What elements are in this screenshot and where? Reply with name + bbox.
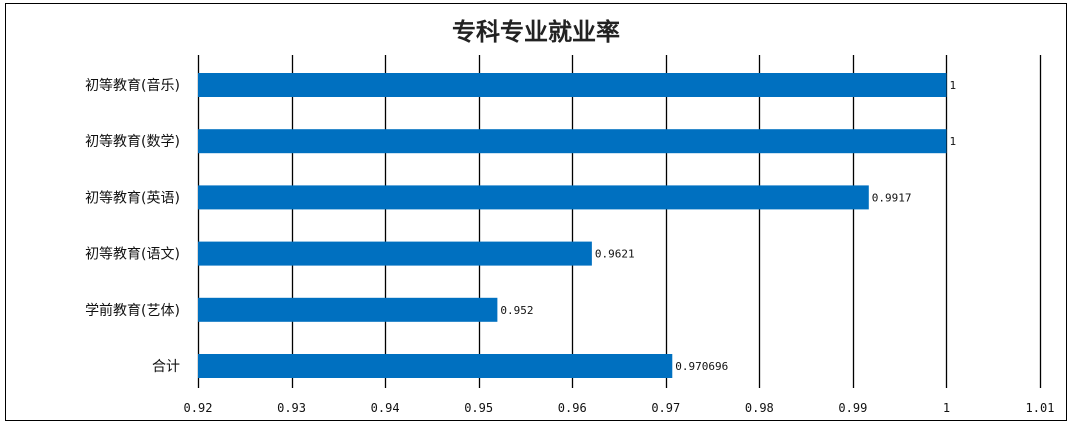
- x-tick-label-3: 0.95: [464, 401, 493, 415]
- category-label-5: 合计: [152, 359, 180, 375]
- bar-1: [198, 129, 947, 154]
- chart-frame: [5, 3, 1067, 421]
- data-label-2: 0.9917: [872, 191, 912, 204]
- data-label-4: 0.952: [500, 304, 533, 317]
- x-tick-label-5: 0.97: [651, 401, 680, 415]
- category-label-0: 初等教育(音乐): [85, 77, 180, 94]
- x-tick-label-8: 1: [943, 401, 950, 415]
- bar-3: [198, 241, 592, 266]
- x-tick-label-9: 1.01: [1026, 401, 1055, 415]
- chart-title: 专科专业就业率: [452, 17, 620, 46]
- category-label-3: 初等教育(语文): [85, 246, 180, 263]
- category-label-4: 学前教育(艺体): [85, 302, 180, 319]
- data-label-0: 1: [949, 79, 956, 92]
- bar-5: [198, 354, 673, 378]
- data-label-3: 0.9621: [595, 248, 635, 261]
- x-tick-label-1: 0.93: [277, 401, 306, 415]
- data-label-5: 0.970696: [675, 360, 728, 373]
- category-label-1: 初等教育(数学): [85, 133, 180, 150]
- bar-4: [198, 297, 498, 322]
- x-tick-label-4: 0.96: [558, 401, 587, 415]
- bar-0: [198, 73, 947, 97]
- x-tick-label-0: 0.92: [184, 401, 213, 415]
- x-tick-label-6: 0.98: [745, 401, 774, 415]
- category-label-2: 初等教育(英语): [85, 189, 180, 206]
- x-tick-label-2: 0.94: [371, 401, 400, 415]
- data-label-1: 1: [949, 135, 956, 148]
- bar-2: [198, 185, 869, 210]
- x-tick-label-7: 0.99: [838, 401, 867, 415]
